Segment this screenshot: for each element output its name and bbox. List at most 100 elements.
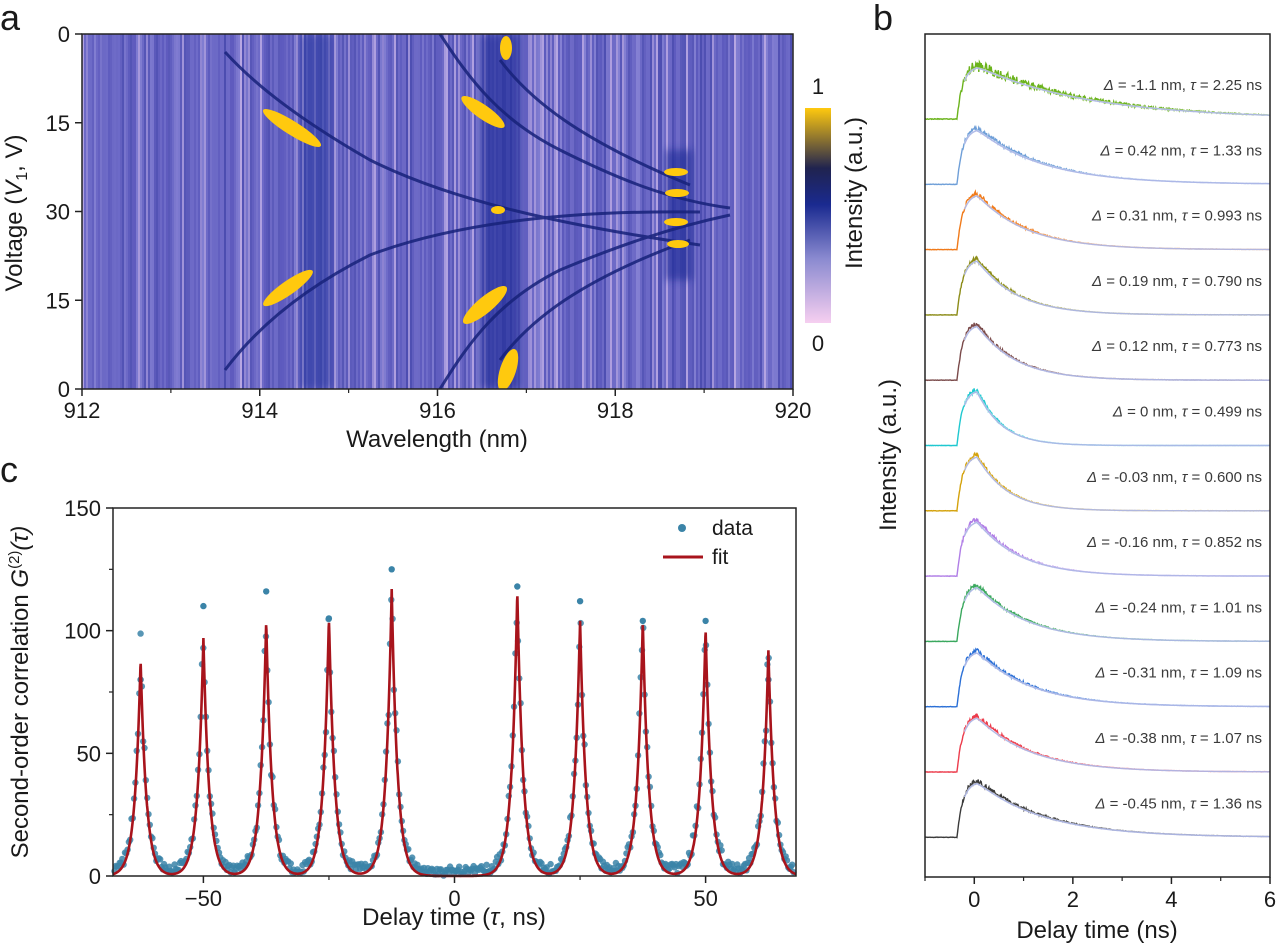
emission-spots — [262, 36, 689, 389]
heatmap-stripe — [442, 34, 444, 389]
heatmap-stripe — [92, 34, 94, 389]
heatmap-stripe — [286, 34, 288, 389]
b-fit-line-5 — [963, 391, 1270, 447]
heatmap-stripe — [412, 34, 414, 389]
b-fit-line-3 — [963, 260, 1270, 316]
b-y-label: Intensity (a.u.) — [875, 379, 902, 531]
heatmap-stripe — [462, 34, 464, 389]
b-ann-tau-sym: τ — [1190, 77, 1197, 94]
b-annotation-6: Δ = -0.03 nm, τ = 0.600 ns — [1086, 469, 1262, 486]
b-ann-delta: = -1.1 nm, — [1114, 77, 1190, 94]
heatmap-stripe — [556, 34, 558, 389]
c-data-point-peak — [263, 588, 270, 595]
a-y-label-suffix: , V) — [1, 135, 28, 172]
heatmap-stripe — [466, 34, 468, 389]
c-data-point — [287, 860, 294, 867]
b-ann-delta-sym: Δ — [1112, 404, 1123, 421]
panel-a-letter: a — [0, 0, 21, 38]
heatmap-stripe — [196, 34, 198, 389]
b-annotation-9: Δ = -0.31 nm, τ = 1.09 ns — [1094, 665, 1262, 682]
heatmap-stripe — [154, 34, 156, 389]
b-ann-tau-sym: τ — [1182, 273, 1189, 290]
heatmap-stripe — [588, 34, 590, 389]
c-data-point-peak — [200, 602, 207, 610]
b-ann-delta-sym: Δ — [1091, 273, 1102, 290]
heatmap-stripe — [398, 34, 400, 389]
heatmap-stripe — [736, 34, 738, 389]
spot-a8 — [664, 168, 688, 176]
heatmap-stripe — [240, 34, 242, 389]
heatmap-stripe — [562, 34, 564, 389]
b-ann-tau: = 0.600 ns — [1187, 469, 1262, 486]
b-annotation-0: Δ = -1.1 nm, τ = 2.25 ns — [1103, 77, 1262, 94]
b-traces: Δ = -1.1 nm, τ = 2.25 ns Δ = 0.42 nm, τ =… — [924, 59, 1271, 839]
heatmap-stripe — [194, 34, 196, 389]
heatmap-stripe — [584, 34, 586, 389]
c-y-label: Second-order correlation G(2)(τ) — [6, 526, 34, 859]
a-x-tick-label: 914 — [241, 398, 278, 423]
heatmap-stripe — [82, 34, 84, 389]
heatmap-stripe — [582, 34, 584, 389]
c-y-label-sup: (2) — [6, 551, 23, 569]
b-ann-delta-sym: Δ — [1086, 469, 1097, 486]
heatmap-stripe — [128, 34, 130, 389]
heatmap-stripe — [716, 34, 718, 389]
curve-upper-left — [223, 50, 701, 247]
heatmap-stripe — [430, 34, 432, 389]
c-x-label-suffix: , ns) — [499, 904, 546, 931]
heatmap-stripe — [276, 34, 278, 389]
heatmap-stripe — [116, 34, 118, 389]
heatmap-stripe — [746, 34, 748, 389]
heatmap-stripe — [376, 34, 378, 389]
heatmap-stripe — [238, 34, 240, 389]
heatmap-stripe — [200, 34, 202, 389]
c-data-point-peak — [576, 598, 584, 605]
c-data-point — [483, 861, 490, 868]
heatmap-stripe — [140, 34, 142, 389]
heatmap-stripe — [734, 34, 736, 389]
heatmap-stripe — [604, 34, 606, 389]
b-ann-delta: = -0.24 nm, — [1105, 599, 1190, 616]
c-x-label: Delay time (τ, ns) — [362, 904, 546, 931]
b-ann-delta: = 0.31 nm, — [1102, 208, 1182, 225]
heatmap-stripe — [564, 34, 566, 389]
c-x-tick-label: 0 — [448, 886, 460, 911]
heatmap-stripe — [370, 34, 372, 389]
heatmap-stripe — [284, 34, 286, 389]
heatmap-stripe — [146, 34, 148, 389]
heatmap-stripe — [342, 34, 344, 389]
heatmap-stripe — [572, 34, 574, 389]
heatmap-stripe — [578, 34, 580, 389]
b-annotation-1: Δ = 0.42 nm, τ = 1.33 ns — [1099, 142, 1262, 159]
a-y-label-var: V — [1, 179, 28, 197]
a-x-ticks: 912 914 916 918 920 — [64, 389, 812, 423]
c-x-tick-label: 50 — [693, 886, 717, 911]
b-ann-tau-sym: τ — [1182, 534, 1189, 551]
b-x-label: Delay time (ns) — [1016, 917, 1177, 944]
b-ann-delta: = -0.45 nm, — [1105, 795, 1190, 812]
c-frame — [112, 507, 797, 877]
dispersion-curves — [223, 34, 731, 389]
heatmap-stripe — [334, 34, 336, 389]
b-ann-tau-sym: τ — [1182, 338, 1189, 355]
heatmap-stripe — [440, 34, 442, 389]
b-x-tick-label: 4 — [1165, 887, 1177, 912]
heatmap-stripe — [274, 34, 276, 389]
b-ann-tau: = 0.993 ns — [1187, 208, 1262, 225]
heatmap-stripe — [776, 34, 778, 389]
heatmap-stripe — [402, 34, 404, 389]
heatmap-stripe — [470, 34, 472, 389]
heatmap-stripe — [558, 34, 560, 389]
b-ann-delta: = -0.31 nm, — [1105, 665, 1190, 682]
a-x-tick-label: 920 — [775, 398, 812, 423]
b-ann-tau: = 1.36 ns — [1196, 795, 1262, 812]
a-x-tick-label: 912 — [64, 398, 101, 423]
heatmap-stripe — [190, 34, 192, 389]
heatmap-stripe — [162, 34, 164, 389]
heatmap-stripe — [464, 34, 466, 389]
heatmap-stripe — [172, 34, 174, 389]
heatmap-stripe — [448, 34, 450, 389]
heatmap-stripe — [708, 34, 710, 389]
a-y-label-prefix: Voltage ( — [1, 197, 28, 292]
